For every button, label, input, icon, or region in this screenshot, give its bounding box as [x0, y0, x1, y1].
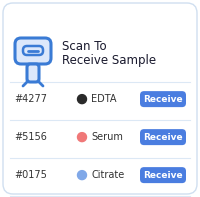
FancyBboxPatch shape [15, 38, 51, 64]
Circle shape [78, 95, 86, 104]
Text: Citrate: Citrate [91, 170, 124, 180]
Text: Scan To: Scan To [62, 40, 107, 53]
Text: #0175: #0175 [14, 170, 47, 180]
Text: EDTA: EDTA [91, 94, 116, 104]
FancyBboxPatch shape [140, 167, 186, 183]
Text: Receive: Receive [143, 95, 183, 104]
Text: Receive: Receive [143, 133, 183, 142]
Text: Receive Sample: Receive Sample [62, 54, 156, 67]
FancyBboxPatch shape [27, 64, 39, 82]
FancyBboxPatch shape [23, 46, 43, 55]
FancyBboxPatch shape [140, 91, 186, 107]
FancyBboxPatch shape [3, 3, 197, 194]
Text: #5156: #5156 [14, 132, 47, 142]
Text: Serum: Serum [91, 132, 123, 142]
Text: #4277: #4277 [14, 94, 47, 104]
FancyBboxPatch shape [140, 129, 186, 145]
Circle shape [78, 171, 86, 180]
Text: Receive: Receive [143, 171, 183, 180]
Circle shape [78, 133, 86, 142]
